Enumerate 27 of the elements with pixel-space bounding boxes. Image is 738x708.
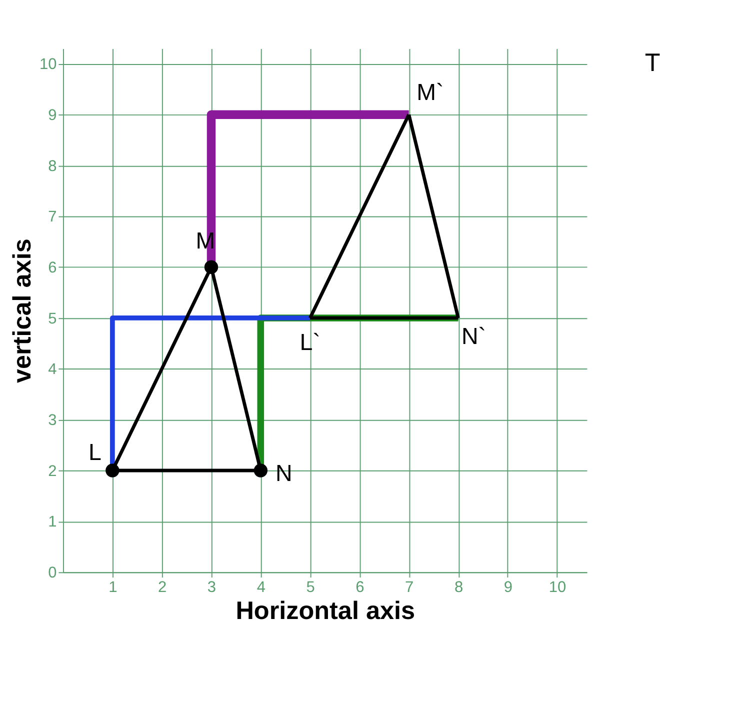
- text: T: [644, 48, 660, 77]
- y-tick-label: 4: [48, 361, 58, 378]
- x-tick-label: 7: [405, 579, 414, 596]
- y-axis-title: vertical axis: [8, 238, 37, 383]
- y-tick-label: 0: [48, 564, 58, 582]
- y-tick-label: 7: [48, 208, 57, 226]
- x-tick-label: 6: [356, 579, 364, 596]
- y-tick-label: 8: [48, 158, 57, 175]
- x-tick-label: 8: [454, 579, 464, 596]
- y-tick-label: 1: [48, 514, 57, 531]
- x-tick-label: 10: [548, 579, 567, 596]
- x-axis-title: Horizontal axis: [236, 597, 415, 626]
- x-tick-label: 5: [306, 579, 315, 596]
- x-tick-label: 2: [158, 579, 167, 596]
- y-tick-label: 5: [48, 310, 57, 328]
- y-tick-label: 6: [48, 259, 57, 276]
- x-tick-label: 3: [207, 579, 216, 596]
- annotation: L: [88, 438, 102, 465]
- y-tick-label: 9: [48, 106, 57, 124]
- annotation: N`: [462, 323, 486, 350]
- x-tick-label: 4: [256, 579, 266, 596]
- x-tick-label: 1: [108, 579, 118, 596]
- x-tick-label: 9: [504, 579, 512, 596]
- annotation: M`: [416, 79, 444, 106]
- y-tick-label: 10: [39, 56, 58, 74]
- y-tick-label: 3: [48, 412, 57, 429]
- y-tick-label: 2: [48, 462, 57, 480]
